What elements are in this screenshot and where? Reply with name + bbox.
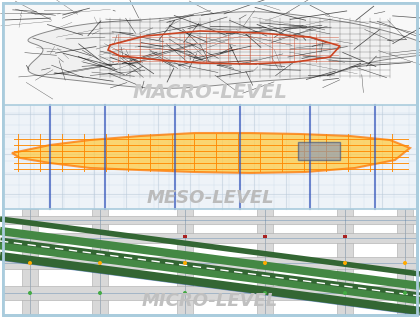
Bar	[257, 209, 273, 314]
Bar	[397, 209, 413, 314]
Bar	[4, 209, 416, 314]
Circle shape	[98, 261, 102, 265]
Circle shape	[28, 291, 32, 295]
Bar	[4, 257, 416, 269]
Text: MACRO-LEVEL: MACRO-LEVEL	[133, 83, 287, 102]
Bar	[177, 209, 193, 314]
Circle shape	[343, 261, 347, 265]
Bar	[4, 233, 416, 243]
Polygon shape	[12, 133, 410, 173]
Bar	[298, 142, 340, 160]
Polygon shape	[28, 12, 420, 88]
Circle shape	[343, 291, 347, 295]
Bar	[343, 235, 347, 238]
Bar	[4, 286, 416, 300]
Bar	[263, 235, 267, 238]
Bar	[4, 216, 416, 224]
Circle shape	[183, 261, 187, 265]
Circle shape	[28, 261, 32, 265]
Bar	[4, 105, 416, 209]
Bar	[4, 4, 416, 105]
Circle shape	[263, 291, 267, 295]
Bar	[337, 209, 353, 314]
Circle shape	[403, 291, 407, 295]
Bar	[22, 209, 38, 314]
Circle shape	[98, 291, 102, 295]
Bar	[92, 209, 108, 314]
Text: MICRO-LEVEL: MICRO-LEVEL	[142, 292, 278, 310]
Text: MESO-LEVEL: MESO-LEVEL	[146, 189, 274, 207]
Circle shape	[263, 261, 267, 265]
Circle shape	[183, 291, 187, 295]
Circle shape	[403, 261, 407, 265]
Bar	[183, 235, 187, 238]
